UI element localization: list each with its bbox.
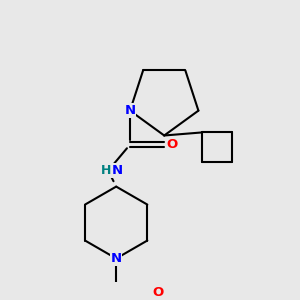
- Text: N: N: [111, 252, 122, 265]
- Text: O: O: [166, 138, 178, 151]
- Text: O: O: [152, 286, 164, 299]
- Text: H: H: [101, 164, 111, 177]
- Text: N: N: [112, 164, 123, 177]
- Text: N: N: [124, 104, 136, 117]
